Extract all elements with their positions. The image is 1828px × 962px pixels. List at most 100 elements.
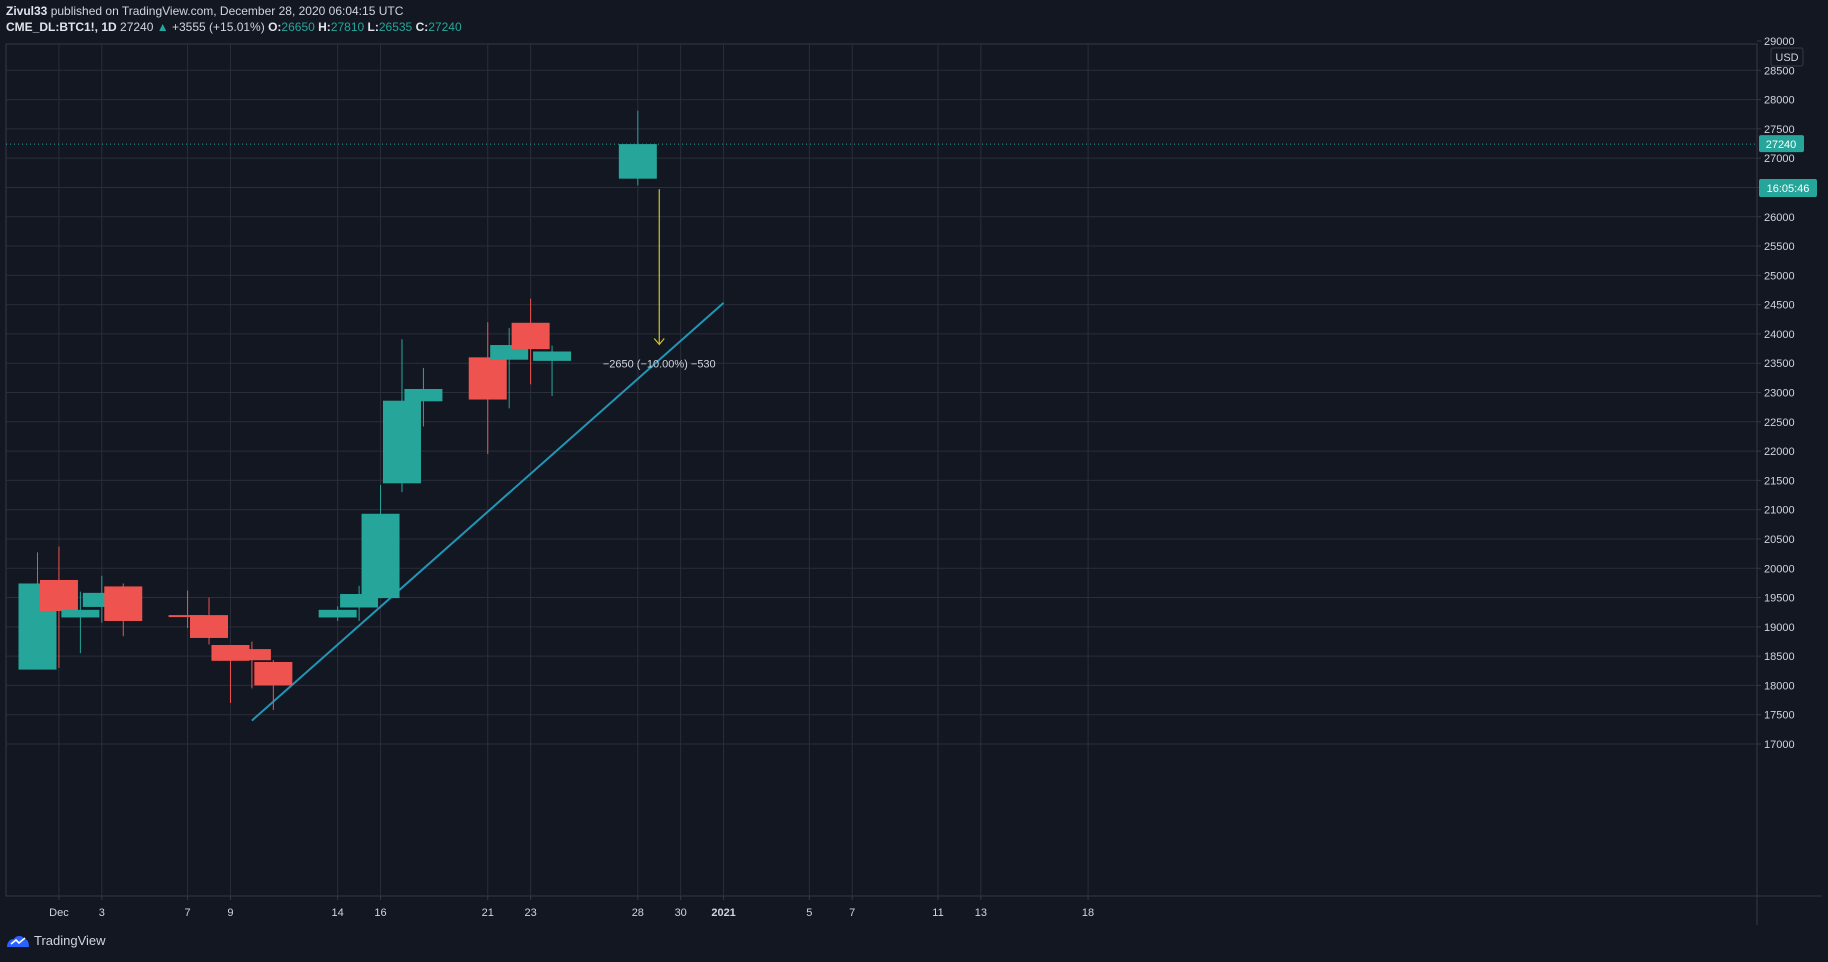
price-tick-label: 28500 <box>1764 65 1795 77</box>
candle-body[interactable] <box>190 615 229 638</box>
candle-body[interactable] <box>468 357 507 400</box>
candle-body[interactable] <box>104 586 143 621</box>
grid-lines <box>6 44 1757 896</box>
candle-body[interactable] <box>254 661 293 686</box>
last-price-badge: 27240 <box>1759 135 1804 153</box>
price-tick-label: 26000 <box>1764 212 1795 224</box>
time-tick-label: 5 <box>806 907 812 919</box>
candle-up[interactable] <box>361 485 400 599</box>
time-tick-label: 7 <box>185 907 191 919</box>
candle-down[interactable] <box>190 597 229 645</box>
price-tick-label: 17500 <box>1764 710 1795 722</box>
candle-up[interactable] <box>533 345 572 397</box>
candle-body[interactable] <box>382 400 421 484</box>
time-tick-label: 7 <box>849 907 855 919</box>
last-price-value: 27240 <box>120 20 154 34</box>
brand-label: TradingView <box>34 933 106 948</box>
open-label: O: <box>268 20 282 34</box>
time-tick-label: 3 <box>99 907 105 919</box>
time-tick-label: 30 <box>675 907 687 919</box>
price-tick-label: 20000 <box>1764 563 1795 575</box>
time-tick-label: Dec <box>49 907 69 919</box>
high-label: H: <box>318 20 331 34</box>
candle-up[interactable] <box>61 591 100 654</box>
price-tick-label: 21500 <box>1764 475 1795 487</box>
price-tick-label: 20500 <box>1764 534 1795 546</box>
interval-label: , 1D <box>94 20 117 34</box>
trendline[interactable] <box>251 302 725 722</box>
low-value: 26535 <box>378 20 413 34</box>
price-tick-label: 17000 <box>1764 739 1795 751</box>
candle-body[interactable] <box>533 351 572 361</box>
author-name[interactable]: Zivul33 <box>6 4 48 18</box>
price-tick-label: 25500 <box>1764 241 1795 253</box>
candles[interactable] <box>18 110 657 711</box>
time-tick-label: 11 <box>932 907 943 919</box>
trendline-drawing[interactable] <box>251 302 725 722</box>
ohlc-line: CME_DL:BTC1!, 1D 27240 ▲ +3555 (+15.01%)… <box>6 20 462 36</box>
time-tick-label: 23 <box>524 907 536 919</box>
price-tick-label: 21000 <box>1764 505 1795 517</box>
last-price-label: 27240 <box>1766 139 1797 151</box>
measure-arrow-head-icon <box>653 338 665 346</box>
candle-down[interactable] <box>168 590 207 629</box>
price-tick-label: 18000 <box>1764 680 1795 692</box>
candle-down[interactable] <box>254 660 293 711</box>
time-tick-label: 9 <box>227 907 233 919</box>
time-tick-label: 2021 <box>711 907 735 919</box>
price-tick-label: 28000 <box>1764 95 1795 107</box>
time-tick-label: 18 <box>1082 907 1094 919</box>
close-value: 27240 <box>428 20 462 34</box>
measure-drawing[interactable]: −2650 (−10.00%) −530 <box>603 189 716 370</box>
candle-down[interactable] <box>511 298 550 385</box>
chart-header: Zivul33 published on TradingView.com, De… <box>6 4 462 36</box>
symbol-label[interactable]: CME_DL:BTC1! <box>6 20 95 34</box>
candle-up[interactable] <box>382 339 421 493</box>
tradingview-logo-icon <box>7 935 29 947</box>
candle-body[interactable] <box>232 649 271 661</box>
publish-info: published on TradingView.com, December 2… <box>50 4 404 18</box>
countdown-badge: 16:05:46 <box>1759 179 1817 197</box>
candle-down[interactable] <box>104 583 143 637</box>
change-arrow-icon: ▲ <box>156 20 169 34</box>
time-tick-label: 13 <box>975 907 987 919</box>
candle-body[interactable] <box>511 322 550 350</box>
close-label: C: <box>415 20 429 34</box>
price-tick-label: 22000 <box>1764 446 1795 458</box>
candle-body[interactable] <box>61 609 100 618</box>
low-label: L: <box>367 20 379 34</box>
currency-label: USD <box>1775 52 1798 64</box>
open-value: 26650 <box>281 20 315 34</box>
time-tick-label: 16 <box>374 907 386 919</box>
candle-up[interactable] <box>618 110 657 186</box>
price-tick-label: 19500 <box>1764 593 1795 605</box>
price-tick-label: 23500 <box>1764 358 1795 370</box>
plot-frame <box>5 43 1758 897</box>
candle-up[interactable] <box>404 367 443 427</box>
candle-body[interactable] <box>318 609 357 618</box>
change-value: +3555 (+15.01%) <box>171 20 265 34</box>
candle-body[interactable] <box>168 615 207 618</box>
price-tick-label: 19000 <box>1764 622 1795 634</box>
candle-up[interactable] <box>318 606 357 621</box>
price-tick-label: 18500 <box>1764 651 1795 663</box>
candle-down[interactable] <box>232 641 271 689</box>
candle-down[interactable] <box>468 322 507 455</box>
candle-body[interactable] <box>404 388 443 402</box>
candle-body[interactable] <box>618 144 657 179</box>
price-tick-label: 25000 <box>1764 270 1795 282</box>
price-tick-label: 27000 <box>1764 153 1795 165</box>
publish-line: Zivul33 published on TradingView.com, De… <box>6 4 462 20</box>
time-tick-label: 21 <box>482 907 494 919</box>
footer-brand[interactable]: TradingView <box>6 933 106 948</box>
candle-body[interactable] <box>39 579 78 612</box>
price-tick-label: 27500 <box>1764 124 1795 136</box>
time-tick-label: 14 <box>332 907 344 919</box>
candle-down[interactable] <box>39 546 78 668</box>
candle-body[interactable] <box>361 513 400 599</box>
currency-badge[interactable]: USD <box>1770 47 1804 67</box>
price-tick-label: 24500 <box>1764 300 1795 312</box>
time-axis[interactable]: Dec 3 7 9 14 16 21 23 28 30 2021 5 7 11 13 18 <box>49 896 1094 919</box>
price-tick-label: 29000 <box>1764 36 1795 48</box>
